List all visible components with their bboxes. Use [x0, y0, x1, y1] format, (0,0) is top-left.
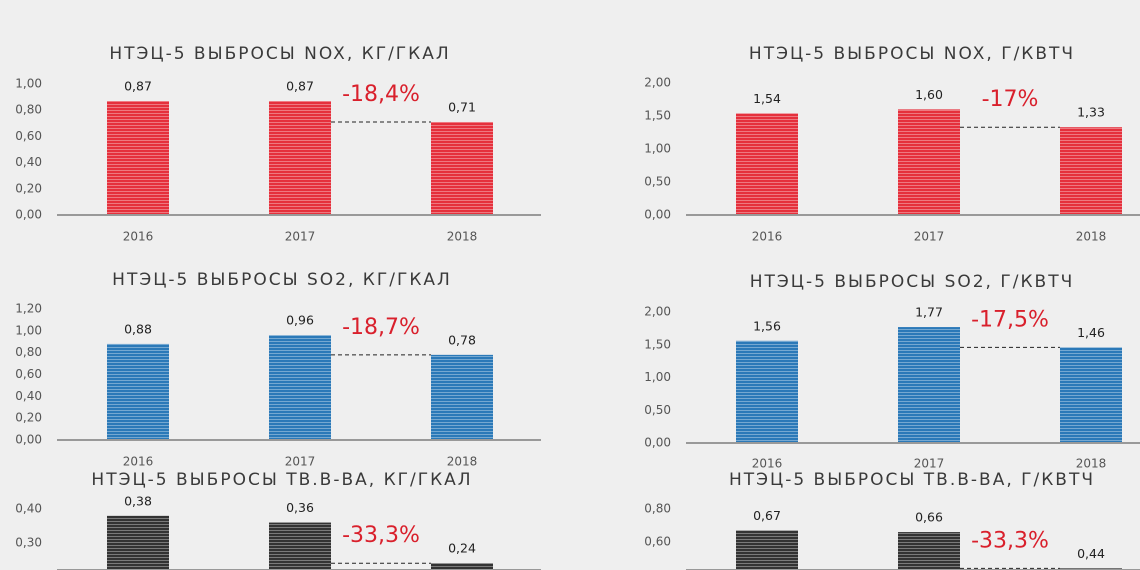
y-tick-label: 0,80 [15, 103, 42, 117]
value-label: 0,66 [915, 510, 943, 525]
chart-title: НТЭЦ-5 ВЫБРОСЫ ТВ.В-ВА, КГ/ГКАЛ [91, 470, 472, 490]
bar [736, 530, 798, 570]
value-label: 1,46 [1077, 325, 1105, 340]
x-tick-label: 2018 [447, 230, 478, 244]
x-tick-label: 2016 [123, 230, 154, 244]
y-tick-label: 0,40 [15, 155, 42, 169]
x-tick-label: 2016 [752, 457, 783, 471]
y-tick-label: 2,00 [644, 76, 671, 90]
bar [431, 354, 493, 440]
chart-title: НТЭЦ-5 ВЫБРОСЫ NOX, Г/КВТЧ [749, 44, 1075, 64]
value-label: 0,96 [286, 313, 314, 328]
value-label: 0,38 [124, 493, 152, 508]
y-tick-label: 0,20 [15, 411, 42, 425]
y-tick-label: 0,20 [15, 181, 42, 195]
bar [431, 563, 493, 570]
y-tick-label: 0,50 [644, 403, 671, 417]
value-label: 1,56 [753, 318, 781, 333]
bar [1060, 347, 1122, 443]
y-tick-label: 0,00 [15, 433, 42, 447]
change-annotation: -33,3% [971, 528, 1049, 553]
y-tick-label: 0,00 [15, 208, 42, 222]
y-tick-label: 0,00 [644, 208, 671, 222]
change-annotation: -33,3% [342, 523, 420, 548]
bar [269, 101, 331, 215]
bar [269, 335, 331, 440]
value-label: 0,78 [448, 332, 476, 347]
x-tick-label: 2017 [285, 455, 316, 469]
bar [898, 532, 960, 570]
x-tick-label: 2017 [914, 457, 945, 471]
value-label: 0,67 [753, 508, 781, 523]
chart-title: НТЭЦ-5 ВЫБРОСЫ NOX, КГ/ГКАЛ [109, 44, 450, 64]
value-label: 0,71 [448, 99, 476, 114]
bar [107, 343, 169, 440]
y-tick-label: 0,50 [644, 175, 671, 189]
y-tick-label: 0,60 [15, 367, 42, 381]
y-tick-label: 0,60 [15, 129, 42, 143]
y-tick-label: 1,50 [644, 337, 671, 351]
x-tick-label: 2018 [1076, 457, 1107, 471]
y-tick-label: 1,00 [15, 77, 42, 91]
bar [269, 522, 331, 570]
x-tick-label: 2017 [914, 230, 945, 244]
value-label: 1,54 [753, 91, 781, 106]
y-tick-label: 0,30 [15, 535, 42, 549]
x-tick-label: 2018 [447, 455, 478, 469]
value-label: 1,60 [915, 87, 943, 102]
y-tick-label: 0,80 [15, 345, 42, 359]
y-tick-label: 1,00 [15, 323, 42, 337]
bar [1060, 127, 1122, 215]
change-annotation: -17% [982, 87, 1039, 112]
y-tick-label: 2,00 [644, 305, 671, 319]
y-tick-label: 0,00 [644, 436, 671, 450]
value-label: 1,33 [1077, 105, 1105, 120]
y-tick-label: 0,60 [644, 534, 671, 548]
x-tick-label: 2016 [123, 455, 154, 469]
value-label: 0,88 [124, 321, 152, 336]
bar [898, 327, 960, 443]
bar [736, 113, 798, 215]
change-annotation: -17,5% [971, 307, 1049, 332]
bar [107, 515, 169, 570]
bar [898, 109, 960, 215]
y-tick-label: 1,00 [644, 370, 671, 384]
change-annotation: -18,4% [342, 82, 420, 107]
chart-title: НТЭЦ-5 ВЫБРОСЫ ТВ.В-ВА, Г/КВТЧ [729, 470, 1095, 490]
bar [431, 121, 493, 215]
x-tick-label: 2016 [752, 230, 783, 244]
chart-title: НТЭЦ-5 ВЫБРОСЫ SO2, КГ/ГКАЛ [112, 270, 452, 290]
value-label: 0,87 [124, 79, 152, 94]
x-tick-label: 2017 [285, 230, 316, 244]
y-tick-label: 0,40 [15, 389, 42, 403]
bar [107, 101, 169, 215]
value-label: 1,77 [915, 305, 943, 320]
value-label: 0,36 [286, 500, 314, 515]
value-label: 0,24 [448, 541, 476, 556]
value-label: 0,44 [1077, 546, 1105, 561]
bar [736, 340, 798, 443]
x-tick-label: 2018 [1076, 230, 1107, 244]
y-tick-label: 1,00 [644, 142, 671, 156]
y-tick-label: 0,40 [15, 502, 42, 516]
value-label: 0,87 [286, 79, 314, 94]
chart-title: НТЭЦ-5 ВЫБРОСЫ SO2, Г/КВТЧ [750, 272, 1074, 292]
y-tick-label: 1,20 [15, 302, 42, 316]
y-tick-label: 0,80 [644, 502, 671, 516]
change-annotation: -18,7% [342, 315, 420, 340]
y-tick-label: 1,50 [644, 109, 671, 123]
